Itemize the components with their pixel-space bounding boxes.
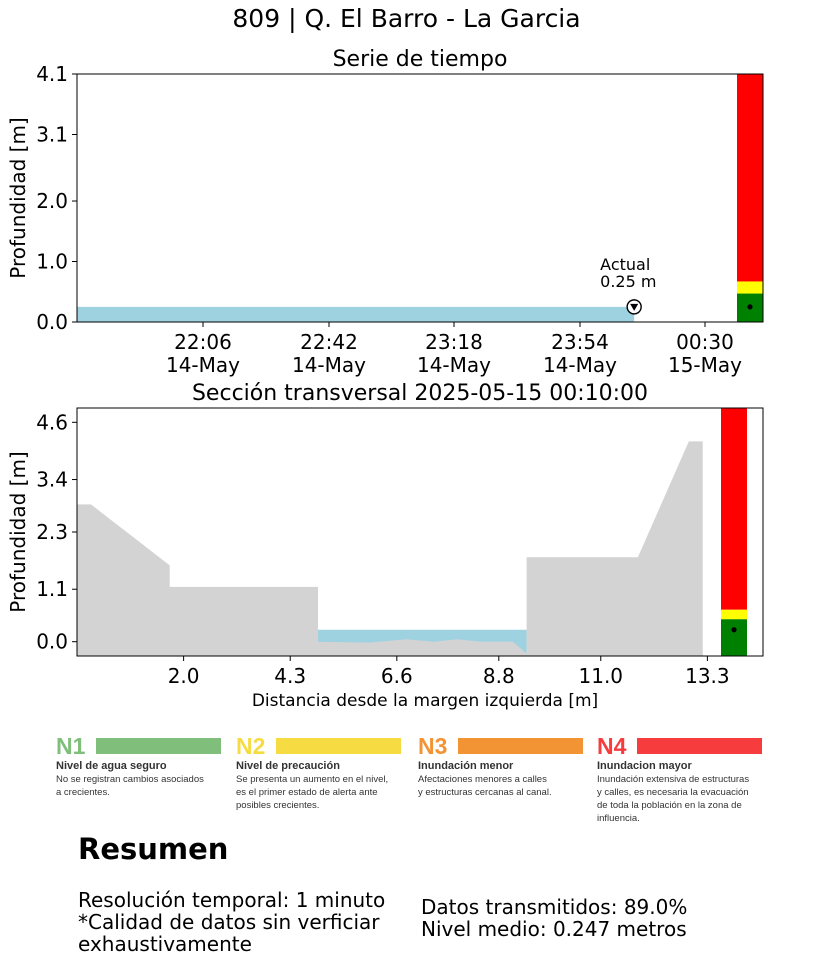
x-tick-label: 6.6 [381, 664, 413, 688]
legend-level-name: Nivel de agua seguro [56, 760, 167, 772]
x-tick-time: 23:18 [425, 330, 483, 354]
legend-level-description-line: No se registran cambios asociados [56, 774, 204, 785]
cross-section-chart: Sección transversal 2025-05-15 00:10:00 0… [6, 381, 764, 711]
alert-bar-current-dot [731, 627, 737, 633]
y-tick-label: 0.0 [36, 310, 68, 334]
legend-level-description-line: Afectaciones menores a calles [418, 774, 547, 785]
legend-level-description: Afectaciones menores a calles y estructur… [418, 773, 552, 799]
figure-title: 809 | Q. El Barro - La Garcia [232, 4, 581, 33]
annotation-current-label: Actual [600, 255, 650, 274]
legend-level-color-bar [276, 738, 401, 754]
water-level-area [77, 306, 635, 322]
x-tick-time: 00:30 [676, 330, 734, 354]
y-tick-label: 0.0 [36, 630, 68, 654]
legend-level-description-line: Se presenta un aumento en el nivel, [236, 774, 389, 785]
x-tick-time: 22:06 [174, 330, 232, 354]
legend-level-description-line: es el primer estado de alerta ante [236, 787, 378, 798]
alert-bar-yellow [737, 281, 763, 294]
x-tick-label: 13.3 [685, 664, 730, 688]
x-tick-date: 14-May [166, 353, 240, 377]
summary-right: Datos transmitidos: 89.0% Nivel medio: 0… [421, 896, 687, 940]
chart-title-cross-section: Sección transversal 2025-05-15 00:10:00 [192, 381, 648, 406]
legend-level-code: N1 [56, 733, 86, 759]
x-tick-label: 2.0 [168, 664, 200, 688]
y-axis-label: Profundidad [m] [6, 451, 30, 612]
x-tick-time: 23:54 [551, 330, 609, 354]
alert-bar-red [721, 408, 747, 610]
y-tick-label: 2.3 [36, 520, 68, 544]
legend-level-color-bar [458, 738, 583, 754]
y-tick-label: 3.4 [36, 468, 68, 492]
legend-level-description-line: influencia. [597, 813, 640, 824]
y-tick-label: 3.1 [36, 122, 68, 146]
legend-level-code: N3 [418, 733, 448, 759]
legend-level-description-line: y estructuras cercanas al canal. [418, 787, 552, 798]
current-level-triangle [630, 303, 639, 311]
legend-level-name: Nivel de precaución [236, 760, 340, 772]
legend-level-description-line: posibles crecientes. [236, 800, 320, 811]
summary-left: Resolución temporal: 1 minuto *Calidad d… [78, 889, 385, 955]
x-tick-date: 14-May [417, 353, 491, 377]
legend-level-name: Inundacion mayor [597, 760, 692, 772]
legend-level-code: N4 [597, 733, 627, 759]
chart-title-time-series: Serie de tiempo [333, 47, 508, 72]
x-axis-label: Distancia desde la margen izquierda [m] [252, 691, 598, 711]
x-tick-date: 14-May [543, 353, 617, 377]
legend-level-description: Inundación extensiva de estructuras y cal… [597, 773, 749, 825]
y-tick-label: 4.6 [36, 410, 68, 434]
summary-mean-level: Nivel medio: 0.247 metros [421, 917, 687, 941]
annotation-current-value: 0.25 m [600, 272, 656, 291]
summary-transmitted: Datos transmitidos: 89.0% [421, 895, 688, 919]
legend-level-description: Se presenta un aumento en el nivel, es el… [236, 773, 388, 812]
legend-level-description-line: a crecientes. [56, 787, 110, 798]
legend-level-color-bar [637, 738, 762, 754]
y-tick-label: 2.0 [36, 189, 68, 213]
x-tick-date: 15-May [668, 353, 742, 377]
legend-level-color-bar [96, 738, 221, 754]
alert-bar-red [737, 74, 763, 282]
y-axis-label: Profundidad [m] [6, 117, 30, 278]
x-tick-label: 11.0 [579, 664, 624, 688]
summary-title: Resumen [78, 832, 229, 866]
legend-level-description-line: de toda la población en la zona de [597, 800, 742, 811]
plot-frame [76, 73, 764, 323]
y-tick-label: 4.1 [36, 62, 68, 86]
legend-level-code: N2 [236, 733, 266, 759]
alert-bar-current-dot [747, 304, 753, 310]
y-tick-label: 1.1 [36, 577, 68, 601]
y-tick-label: 1.0 [36, 250, 68, 274]
legend-level-name: Inundación menor [418, 760, 514, 772]
legend-level-description: No se registran cambios asociados a creci… [56, 773, 204, 799]
legend-level-description-line: y calles, es necesaria la evacuación [597, 787, 749, 798]
x-tick-date: 14-May [292, 353, 366, 377]
legend-level-description-line: Inundación extensiva de estructuras [597, 774, 750, 785]
x-tick-time: 22:42 [300, 330, 358, 354]
summary-resolution: Resolución temporal: 1 minuto [78, 888, 386, 912]
alert-bar-green [721, 619, 747, 656]
cross-section-terrain [77, 441, 703, 656]
x-tick-label: 8.8 [483, 664, 515, 688]
summary-quality-note-cont: exhaustivamente [78, 932, 252, 956]
alert-bar-yellow [721, 609, 747, 620]
summary-quality-note: *Calidad de datos sin verficiar [78, 910, 380, 934]
x-tick-label: 4.3 [274, 664, 306, 688]
